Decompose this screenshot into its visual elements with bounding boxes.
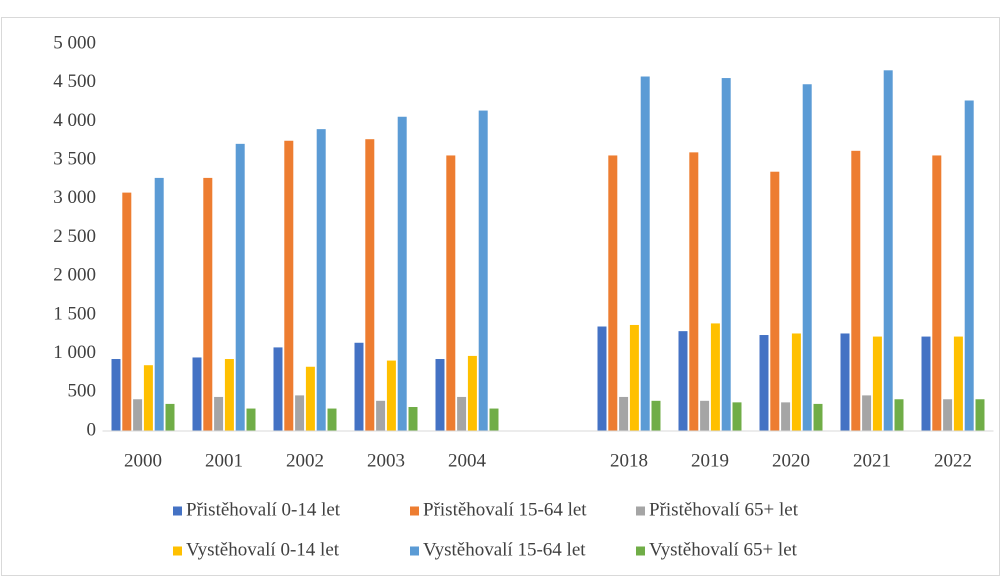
bar xyxy=(143,365,153,431)
bar xyxy=(327,408,337,431)
legend-label: Vystěhovalí 15-64 let xyxy=(423,539,586,560)
bar xyxy=(435,359,445,431)
bar xyxy=(467,355,477,431)
legend-label: Vystěhovalí 0-14 let xyxy=(186,539,340,560)
bar xyxy=(678,331,688,431)
bar xyxy=(122,192,132,431)
bar xyxy=(192,357,202,431)
bar xyxy=(457,396,467,431)
legend-swatch xyxy=(410,546,419,556)
bar xyxy=(953,336,963,431)
y-tick-label: 5 000 xyxy=(53,32,96,53)
bar xyxy=(921,336,931,431)
bar xyxy=(214,396,224,431)
x-tick-label: 2021 xyxy=(853,450,891,471)
x-tick-label: 2002 xyxy=(286,450,324,471)
x-tick-label: 2000 xyxy=(124,450,162,471)
bar xyxy=(165,403,175,431)
legend-swatch xyxy=(410,506,419,516)
bar xyxy=(386,360,396,431)
bar xyxy=(883,70,893,431)
x-tick-label: 2001 xyxy=(205,450,243,471)
bar xyxy=(408,407,418,431)
bar xyxy=(597,326,607,431)
y-tick-label: 2 500 xyxy=(53,226,96,247)
legend-label: Přistěhovalí 0-14 let xyxy=(186,499,341,520)
bar xyxy=(133,399,143,431)
bar xyxy=(851,150,861,431)
y-tick-label: 3 500 xyxy=(53,148,96,169)
bar xyxy=(862,395,872,431)
y-tick-label: 500 xyxy=(68,381,97,402)
x-tick-label: 2020 xyxy=(772,450,810,471)
bar xyxy=(397,116,407,432)
bar xyxy=(932,155,942,431)
bar xyxy=(246,408,256,431)
x-tick-label: 2003 xyxy=(367,450,405,471)
bar xyxy=(802,84,812,432)
x-tick-label: 2018 xyxy=(610,450,648,471)
bar xyxy=(813,403,823,431)
bar xyxy=(489,408,499,431)
bar xyxy=(840,333,850,431)
bar xyxy=(284,140,294,431)
bar xyxy=(710,323,720,431)
bar xyxy=(224,359,234,431)
bar xyxy=(759,335,769,431)
bar xyxy=(354,342,364,431)
y-tick-label: 1 500 xyxy=(53,303,96,324)
bar xyxy=(964,100,974,431)
y-tick-label: 1 000 xyxy=(53,342,96,363)
bar xyxy=(273,347,283,431)
bar xyxy=(316,129,326,431)
bar xyxy=(640,76,650,432)
bar xyxy=(365,139,375,431)
legend-label: Přistěhovalí 65+ let xyxy=(649,499,799,520)
bar xyxy=(446,155,456,431)
bar xyxy=(689,152,699,432)
chart-frame xyxy=(1,17,1000,576)
y-tick-label: 0 xyxy=(87,419,97,440)
y-tick-label: 2 000 xyxy=(53,265,96,286)
bar xyxy=(619,396,629,431)
x-tick-label: 2004 xyxy=(448,450,487,471)
bar xyxy=(305,366,315,431)
bar xyxy=(943,399,953,431)
legend-swatch xyxy=(173,506,182,516)
bar xyxy=(608,155,618,431)
bar xyxy=(975,399,985,431)
bar xyxy=(376,400,386,431)
bar xyxy=(721,78,731,431)
y-tick-label: 4 000 xyxy=(53,110,96,131)
legend-label: Vystěhovalí 65+ let xyxy=(649,539,798,560)
y-tick-label: 4 500 xyxy=(53,71,96,92)
bar xyxy=(770,171,780,431)
bar xyxy=(478,110,488,432)
bar xyxy=(894,399,904,431)
bar xyxy=(781,402,791,431)
bar xyxy=(295,395,305,431)
bar xyxy=(700,400,710,431)
bar xyxy=(651,400,661,431)
bar xyxy=(732,402,742,431)
legend-swatch xyxy=(636,506,645,516)
bar xyxy=(629,324,639,431)
bar xyxy=(111,359,121,431)
x-tick-label: 2022 xyxy=(934,450,972,471)
bar xyxy=(154,177,164,431)
bar xyxy=(203,177,213,431)
legend-label: Přistěhovalí 15-64 let xyxy=(423,499,587,520)
legend-swatch xyxy=(173,546,182,556)
bar xyxy=(791,333,801,431)
x-tick-label: 2019 xyxy=(691,450,729,471)
bar xyxy=(235,143,245,431)
bar xyxy=(872,336,882,431)
y-tick-label: 3 000 xyxy=(53,187,96,208)
legend-swatch xyxy=(636,546,645,556)
